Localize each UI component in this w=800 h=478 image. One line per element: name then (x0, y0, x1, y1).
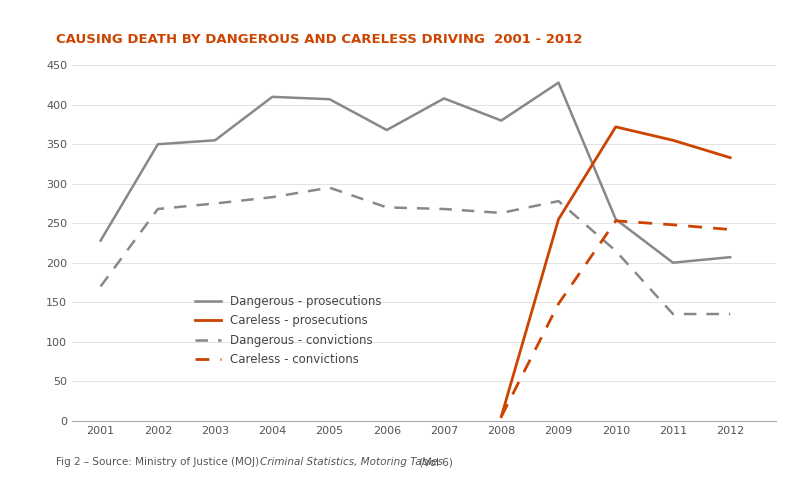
Text: Criminal Statistics, Motoring Tables: Criminal Statistics, Motoring Tables (260, 457, 443, 467)
Text: (Vol 6): (Vol 6) (416, 457, 453, 467)
Text: CAUSING DEATH BY DANGEROUS AND CARELESS DRIVING  2001 - 2012: CAUSING DEATH BY DANGEROUS AND CARELESS … (56, 33, 582, 46)
Text: Fig 2 – Source: Ministry of Justice (MOJ): Fig 2 – Source: Ministry of Justice (MOJ… (56, 457, 262, 467)
Legend: Dangerous - prosecutions, Careless - prosecutions, Dangerous - convictions, Care: Dangerous - prosecutions, Careless - pro… (190, 290, 386, 371)
